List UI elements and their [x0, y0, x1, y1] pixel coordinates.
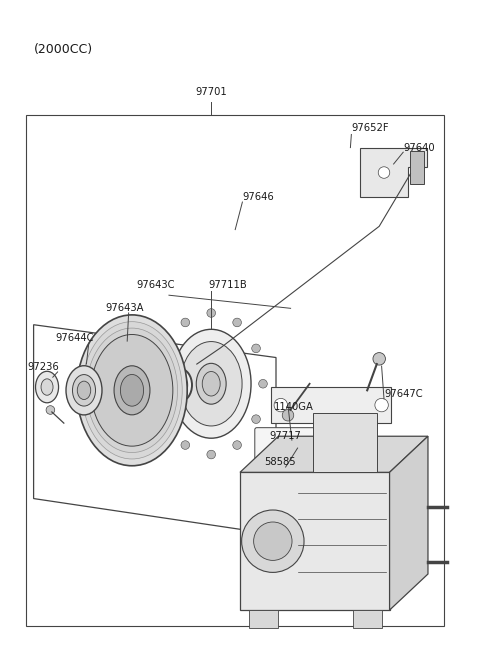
- Polygon shape: [390, 436, 428, 610]
- Text: (2000CC): (2000CC): [34, 43, 93, 56]
- Bar: [26, 115, 444, 626]
- Circle shape: [233, 441, 241, 449]
- Text: 97717: 97717: [270, 431, 301, 441]
- Text: 58585: 58585: [264, 457, 296, 468]
- Circle shape: [253, 522, 292, 560]
- Ellipse shape: [196, 363, 226, 404]
- Circle shape: [282, 409, 294, 421]
- Circle shape: [373, 352, 385, 365]
- FancyBboxPatch shape: [410, 151, 424, 184]
- Circle shape: [162, 415, 171, 424]
- Circle shape: [233, 318, 241, 327]
- Circle shape: [181, 318, 190, 327]
- Ellipse shape: [168, 369, 192, 401]
- Ellipse shape: [86, 328, 178, 453]
- FancyBboxPatch shape: [249, 610, 278, 628]
- Ellipse shape: [180, 342, 242, 426]
- Circle shape: [378, 167, 390, 178]
- Text: 97711B: 97711B: [209, 280, 248, 291]
- Ellipse shape: [270, 440, 296, 459]
- Text: 97643A: 97643A: [106, 303, 144, 314]
- Ellipse shape: [77, 315, 187, 466]
- Text: 97646: 97646: [242, 192, 274, 202]
- Text: 1140GA: 1140GA: [274, 401, 313, 412]
- Ellipse shape: [41, 379, 53, 395]
- Polygon shape: [360, 148, 427, 197]
- Text: 97644C: 97644C: [55, 333, 94, 343]
- Circle shape: [375, 398, 388, 412]
- Ellipse shape: [323, 441, 342, 458]
- Text: 97647C: 97647C: [384, 388, 422, 399]
- Ellipse shape: [82, 321, 182, 459]
- FancyBboxPatch shape: [353, 610, 382, 628]
- Ellipse shape: [91, 335, 173, 446]
- Circle shape: [241, 510, 304, 573]
- FancyBboxPatch shape: [313, 413, 377, 472]
- Ellipse shape: [36, 371, 59, 403]
- Ellipse shape: [120, 375, 144, 406]
- Circle shape: [181, 441, 190, 449]
- FancyBboxPatch shape: [255, 428, 364, 471]
- Ellipse shape: [77, 381, 91, 400]
- Circle shape: [252, 415, 260, 424]
- FancyBboxPatch shape: [240, 472, 390, 610]
- Circle shape: [252, 344, 260, 353]
- Ellipse shape: [72, 375, 96, 406]
- Circle shape: [155, 379, 164, 388]
- Ellipse shape: [202, 371, 220, 396]
- Ellipse shape: [66, 365, 102, 415]
- Polygon shape: [240, 436, 428, 472]
- Circle shape: [207, 450, 216, 459]
- Circle shape: [162, 344, 171, 353]
- Text: 97701: 97701: [195, 87, 227, 97]
- Circle shape: [259, 379, 267, 388]
- Circle shape: [207, 309, 216, 318]
- Circle shape: [46, 405, 55, 415]
- Ellipse shape: [172, 375, 188, 396]
- Text: 97236: 97236: [28, 362, 60, 373]
- Ellipse shape: [114, 366, 150, 415]
- Text: 97640: 97640: [403, 142, 435, 153]
- Text: 97643C: 97643C: [137, 280, 175, 291]
- Ellipse shape: [171, 329, 251, 438]
- FancyBboxPatch shape: [271, 387, 391, 423]
- Text: 97652F: 97652F: [351, 123, 389, 133]
- Circle shape: [274, 398, 288, 412]
